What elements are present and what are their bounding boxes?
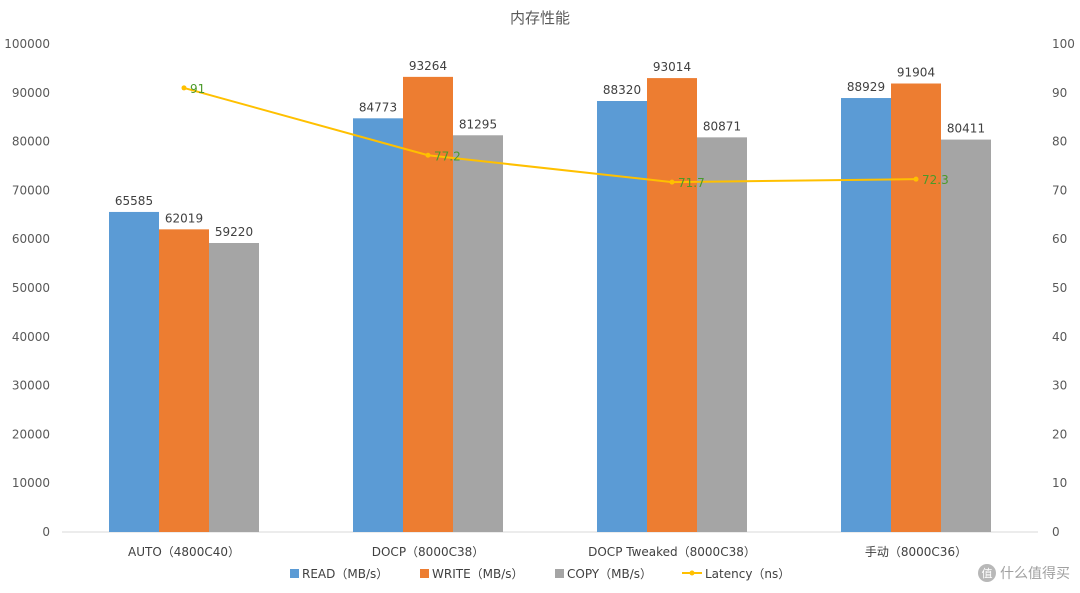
bar-data-label: 88320: [603, 83, 641, 97]
legend-label: WRITE（MB/s）: [432, 567, 524, 581]
category-label: 手动（8000C36）: [865, 545, 967, 559]
latency-point: [181, 85, 187, 91]
latency-data-label: 91: [190, 82, 205, 96]
right-tick-label: 70: [1052, 183, 1067, 197]
bar: [159, 229, 209, 532]
left-tick-label: 40000: [12, 330, 50, 344]
bar: [697, 137, 747, 532]
left-tick-label: 50000: [12, 281, 50, 295]
right-tick-label: 50: [1052, 281, 1067, 295]
bar-data-label: 81295: [459, 117, 497, 131]
right-tick-label: 20: [1052, 427, 1067, 441]
right-tick-label: 30: [1052, 379, 1067, 393]
left-tick-label: 70000: [12, 183, 50, 197]
bar: [109, 211, 159, 533]
latency-point: [425, 152, 431, 158]
left-tick-label: 90000: [12, 86, 50, 100]
left-axis: 0 10000 20000 30000 40000 50000 60000 70000 8000…: [4, 37, 50, 539]
right-tick-label: 100: [1052, 37, 1075, 51]
category-label: DOCP（8000C38）: [372, 545, 485, 559]
bar-data-label: 91904: [897, 66, 935, 80]
legend-label: COPY（MB/s）: [567, 567, 652, 581]
bar-data-label: 65585: [115, 194, 153, 208]
bars: 65585 62019 59220 84773 93264 81295 88320 93014…: [109, 59, 991, 533]
bar: [597, 100, 647, 532]
legend-swatch-marker: [689, 570, 695, 576]
right-tick-label: 60: [1052, 232, 1067, 246]
watermark: 值 什么值得买: [978, 563, 1070, 583]
bar-data-label: 93264: [409, 59, 447, 73]
legend-label: Latency（ns）: [705, 567, 790, 581]
latency-line: 91 77.2 71.7 72.3: [181, 82, 949, 190]
latency-data-label: 72.3: [922, 173, 949, 187]
left-tick-label: 30000: [12, 379, 50, 393]
bar: [647, 78, 697, 533]
latency-data-label: 71.7: [678, 176, 705, 190]
bar: [353, 118, 403, 532]
bar-data-label: 93014: [653, 60, 691, 74]
category-labels: AUTO（4800C40） DOCP（8000C38） DOCP Tweaked（8…: [128, 545, 967, 559]
legend-swatch: [555, 569, 564, 578]
right-tick-label: 0: [1052, 525, 1060, 539]
latency-point: [669, 179, 675, 185]
right-axis: 0 10 20 30 40 50 60 70 80 90 100: [1052, 37, 1075, 539]
bar: [403, 76, 453, 533]
left-tick-label: 10000: [12, 476, 50, 490]
watermark-logo-icon: 值: [978, 564, 996, 582]
bar-data-label: 62019: [165, 211, 203, 225]
legend-label: READ（MB/s）: [302, 567, 388, 581]
right-tick-label: 10: [1052, 476, 1067, 490]
left-tick-label: 80000: [12, 135, 50, 149]
left-tick-label: 20000: [12, 427, 50, 441]
bar-data-label: 80411: [947, 122, 985, 136]
legend: READ（MB/s） WRITE（MB/s） COPY（MB/s） Latency（n…: [290, 567, 790, 581]
category-label: DOCP Tweaked（8000C38）: [588, 545, 756, 559]
chart-title: 内存性能: [510, 9, 570, 27]
left-tick-label: 100000: [4, 37, 50, 51]
right-tick-label: 40: [1052, 330, 1067, 344]
watermark-text: 什么值得买: [1000, 566, 1070, 582]
bar: [209, 243, 259, 532]
legend-swatch: [420, 569, 429, 578]
bar: [453, 135, 503, 532]
latency-line-path: [183, 86, 917, 184]
right-tick-label: 90: [1052, 86, 1067, 100]
bar: [841, 98, 891, 532]
latency-data-label: 77.2: [434, 149, 461, 163]
bar-data-label: 84773: [359, 100, 397, 114]
bar-data-label: 88929: [847, 80, 885, 94]
bar: [891, 83, 941, 532]
bar-data-label: 80871: [703, 119, 741, 133]
bar-data-label: 59220: [215, 225, 253, 239]
left-tick-label: 0: [42, 525, 50, 539]
latency-point: [913, 176, 919, 182]
bar: [941, 139, 991, 533]
legend-swatch: [290, 569, 299, 578]
left-tick-label: 60000: [12, 232, 50, 246]
category-label: AUTO（4800C40）: [128, 545, 240, 559]
right-tick-label: 80: [1052, 135, 1067, 149]
